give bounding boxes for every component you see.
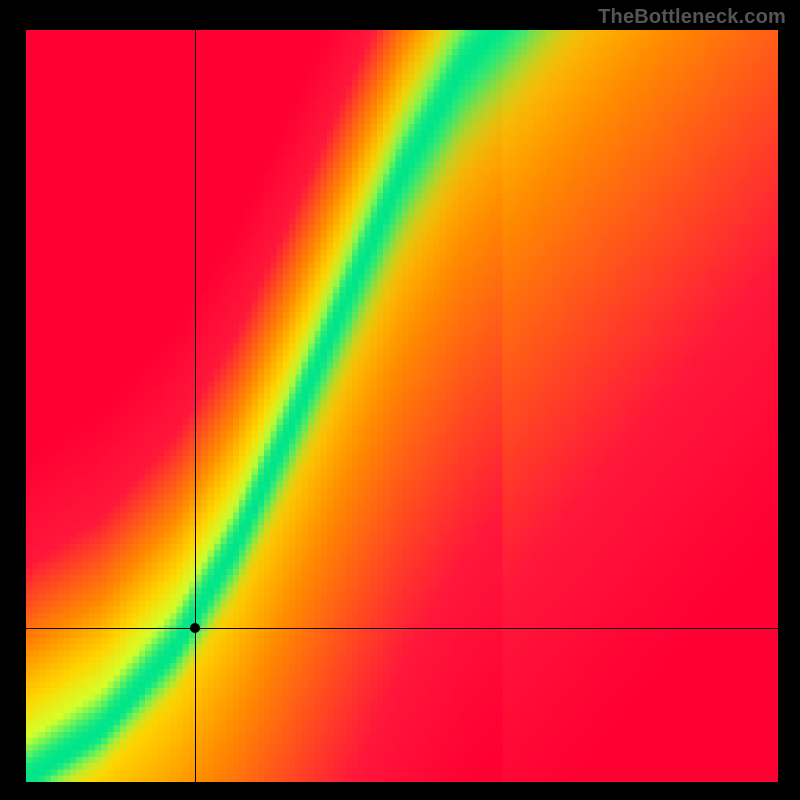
bottleneck-heatmap xyxy=(26,30,778,782)
attribution-text: TheBottleneck.com xyxy=(598,6,786,29)
crosshair-vertical xyxy=(195,30,196,782)
crosshair-horizontal xyxy=(26,628,778,629)
crosshair-marker xyxy=(190,623,200,633)
chart-container: TheBottleneck.com xyxy=(0,0,800,800)
